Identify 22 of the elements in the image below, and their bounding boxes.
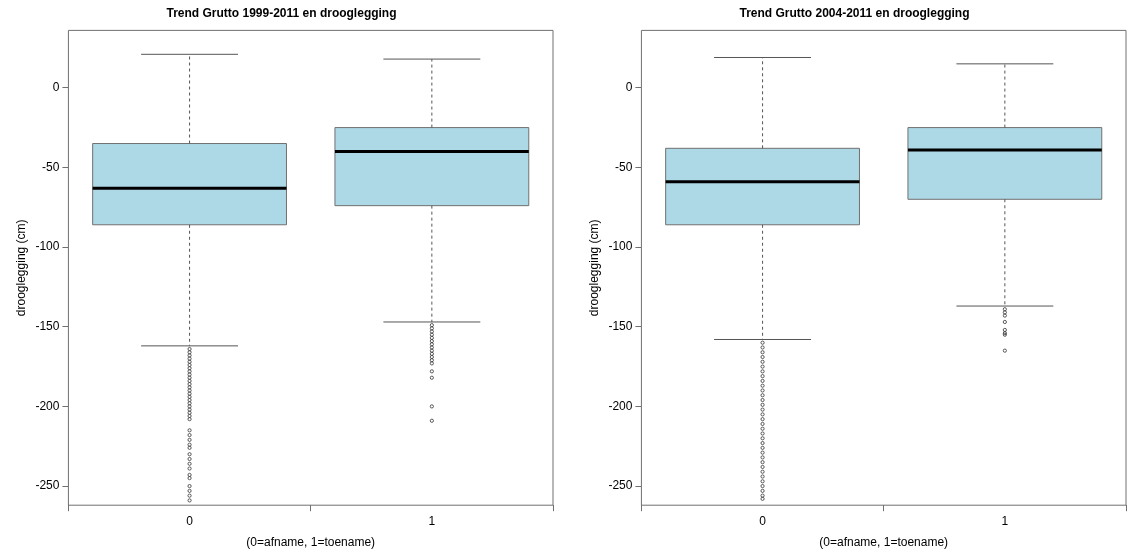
- y-tick-label: -150: [608, 319, 633, 334]
- y-tick-label: -50: [615, 159, 633, 174]
- x-axis-title: (0=afname, 1=toename): [819, 535, 949, 550]
- x-tick-label: 1: [428, 513, 436, 528]
- y-tick-label: 0: [52, 80, 60, 95]
- chart-title: Trend Grutto 1999-2011 en drooglegging: [166, 5, 397, 20]
- y-tick-label: -250: [608, 478, 633, 493]
- y-tick-label: -100: [608, 239, 633, 254]
- x-tick-label: 0: [759, 513, 767, 528]
- y-tick-label: -50: [42, 159, 60, 174]
- y-tick-label: -200: [35, 398, 60, 413]
- y-tick-label: -100: [35, 239, 60, 254]
- y-tick-label: -150: [35, 319, 60, 334]
- x-axis-title: (0=afname, 1=toename): [246, 535, 376, 550]
- y-tick-label: 0: [625, 80, 633, 95]
- y-axis-title: drooglegging (cm): [13, 219, 28, 317]
- y-axis-title: drooglegging (cm): [586, 219, 601, 317]
- chart-title: Trend Grutto 2004-2011 en drooglegging: [739, 5, 970, 20]
- y-tick-label: -200: [608, 398, 633, 413]
- x-tick-label: 1: [1001, 513, 1009, 528]
- x-tick-label: 0: [186, 513, 194, 528]
- y-tick-label: -250: [35, 478, 60, 493]
